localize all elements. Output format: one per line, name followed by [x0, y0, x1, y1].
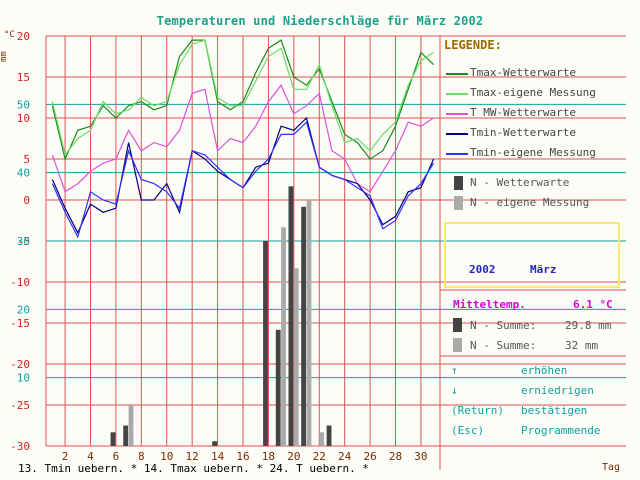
help-down-key: ↓ — [451, 384, 458, 397]
temp-tick-label: 0 — [23, 194, 30, 207]
x-tick-label: 30 — [414, 450, 427, 463]
rain-tick-label: 40 — [17, 167, 30, 180]
rain-tick-label: 30 — [17, 235, 30, 248]
temp-tick-label: -10 — [10, 276, 30, 289]
rain-bar — [123, 425, 129, 446]
help-down-action[interactable]: erniedrigen — [521, 384, 594, 397]
series-line — [51, 39, 434, 157]
legend-item: N - eigene Messung — [446, 196, 636, 212]
rain-bar — [128, 405, 134, 446]
nsumme2-value: 32 mm — [565, 339, 599, 352]
series-line — [51, 84, 434, 193]
x-tick-label: 18 — [262, 450, 275, 463]
series-line — [51, 120, 435, 239]
help-esc-key: (Esc) — [451, 424, 485, 437]
x-tick-label: 6 — [113, 450, 120, 463]
x-tick-label: 26 — [363, 450, 376, 463]
y-axis-unit-rain: mm — [0, 51, 9, 62]
legend-label: Tmax-eigene Messung — [470, 86, 596, 99]
rain-bar — [326, 425, 332, 446]
legend-item: Tmax-eigene Messung — [446, 86, 636, 102]
temp-tick-label: -15 — [10, 317, 30, 330]
x-tick-label: 16 — [236, 450, 249, 463]
nsumme1-label: N - Summe: — [470, 319, 537, 332]
period-year: 2002 — [469, 263, 496, 276]
legend-label: Tmin-Wetterwarte — [470, 126, 576, 139]
x-tick-label: 8 — [138, 450, 145, 463]
temp-tick-label: -25 — [10, 399, 30, 412]
temp-tick-label: 20 — [17, 30, 30, 43]
x-tick-label: 4 — [87, 450, 94, 463]
temp-tick-label: 10 — [17, 112, 30, 125]
help-return-action[interactable]: bestätigen — [521, 404, 588, 417]
legend-item: Tmin-Wetterwarte — [446, 126, 636, 142]
temp-tick-label: -30 — [10, 440, 30, 453]
x-tick-label: 22 — [313, 450, 326, 463]
help-return-key: (Return) — [451, 404, 504, 417]
legend-line-swatch — [446, 153, 468, 155]
rain-bar — [212, 441, 218, 446]
help-esc-action[interactable]: Programmende — [521, 424, 601, 437]
x-tick-label: 28 — [389, 450, 402, 463]
temp-tick-label: -20 — [10, 358, 30, 371]
help-up-key: ↑ — [451, 364, 458, 377]
status-footer: 13. Tmin uebern. * 14. Tmax uebern. * 24… — [18, 462, 369, 475]
temp-tick-label: -5 — [17, 235, 30, 248]
legend-label: Tmax-Wetterwarte — [470, 66, 576, 79]
period-box — [444, 222, 620, 288]
y-axis-unit-temp: °C — [4, 30, 15, 40]
rain-bar — [306, 200, 312, 446]
rain-bar — [319, 432, 325, 446]
legend-line-swatch — [446, 93, 468, 95]
legend-item: Tmin-eigene Messung — [446, 146, 636, 162]
rain-bar — [275, 329, 281, 446]
nsumme1-swatch — [453, 318, 462, 332]
period-month: März — [530, 263, 557, 276]
rain-tick-label: 10 — [17, 372, 30, 385]
rain-tick-label: 20 — [17, 303, 30, 316]
legend-item: Tmax-Wetterwarte — [446, 66, 636, 82]
help-up-action[interactable]: erhöhen — [521, 364, 568, 377]
legend-item: T MW-Wetterwarte — [446, 106, 636, 122]
legend-label: N - eigene Messung — [470, 196, 590, 209]
nsumme1-value: 29.8 mm — [565, 319, 612, 332]
rain-bar — [110, 432, 116, 446]
rain-bar — [281, 227, 286, 446]
legend-line-swatch — [446, 133, 468, 135]
legend-line-swatch — [446, 113, 468, 115]
legend-bar-swatch — [454, 196, 463, 210]
x-axis-label: Tag — [602, 462, 621, 473]
legend-item: N - Wetterwarte — [446, 176, 636, 192]
x-tick-label: 14 — [211, 450, 225, 463]
rain-bar — [263, 241, 268, 446]
mitteltemp-label: Mitteltemp. — [453, 298, 526, 311]
chart-title: Temperaturen und Niederschläge für März … — [156, 14, 484, 28]
rain-bar — [301, 206, 307, 446]
x-tick-label: 12 — [186, 450, 199, 463]
legend-label: N - Wetterwarte — [470, 176, 570, 189]
legend-label: Tmin-eigene Messung — [470, 146, 596, 159]
legend-line-swatch — [446, 73, 468, 75]
rain-bar — [293, 268, 299, 446]
x-tick-label: 20 — [287, 450, 300, 463]
x-tick-label: 2 — [62, 450, 69, 463]
legend-title: LEGENDE: — [444, 38, 502, 52]
nsumme2-swatch — [453, 338, 462, 352]
rain-bar — [288, 186, 294, 447]
legend-bar-swatch — [454, 176, 463, 190]
x-tick-label: 24 — [338, 450, 352, 463]
temp-tick-label: 15 — [17, 71, 30, 84]
x-tick-label: 10 — [160, 450, 173, 463]
mitteltemp-value: 6.1 °C — [573, 298, 613, 311]
series-line — [51, 39, 435, 161]
nsumme2-label: N - Summe: — [470, 339, 537, 352]
legend-label: T MW-Wetterwarte — [470, 106, 576, 119]
temp-tick-label: 5 — [23, 153, 30, 166]
rain-tick-label: 50 — [17, 98, 30, 111]
